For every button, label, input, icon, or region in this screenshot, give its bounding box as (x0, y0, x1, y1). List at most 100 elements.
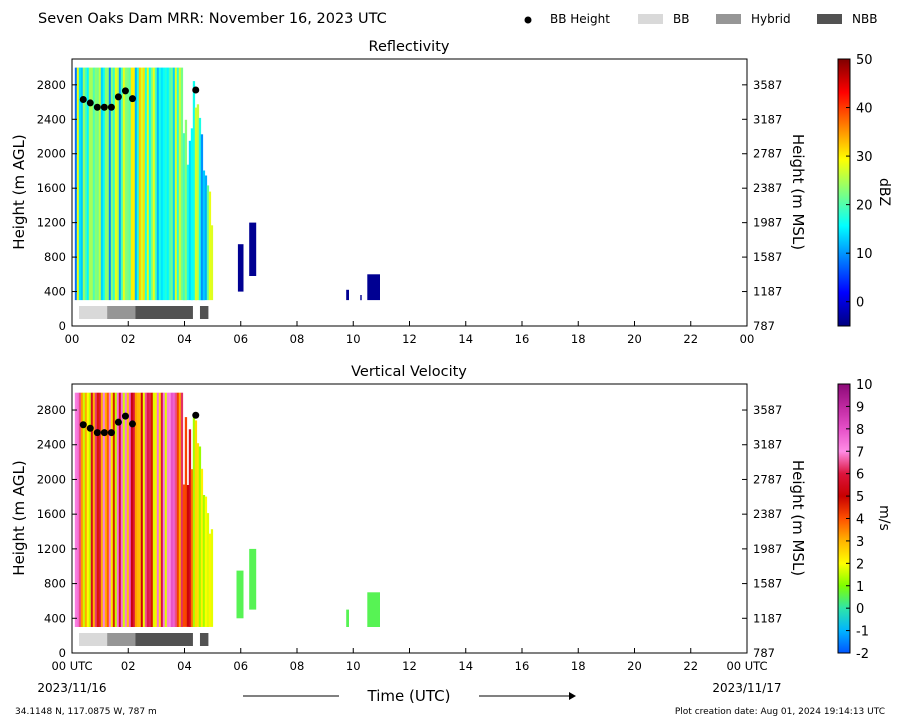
bb-height-point (128, 420, 136, 428)
echo-column (186, 485, 190, 627)
y-tick-label: 1200 (37, 216, 66, 230)
echo-column (110, 67, 114, 301)
echo-column (208, 191, 212, 301)
echo-column (206, 513, 210, 627)
y-tick-label: 800 (44, 577, 66, 591)
echo-column (90, 67, 94, 301)
echo-column (76, 67, 80, 301)
x-tick-label: 00 (740, 332, 755, 346)
echo-column (134, 67, 138, 301)
y-tick-label-right: 1987 (753, 542, 782, 556)
echo-column (98, 67, 102, 301)
echo-column (86, 67, 90, 301)
echo-column (80, 392, 84, 627)
colorbar (837, 58, 851, 327)
echo-column (128, 392, 132, 627)
echo-column (74, 392, 78, 627)
echo-column (114, 392, 118, 627)
echo-column (104, 392, 108, 627)
x-tick-label: 06 (233, 659, 248, 673)
echo-column (182, 484, 186, 627)
echo-column (166, 392, 170, 627)
velocity-ylabel-right: Height (m MSL) (789, 460, 807, 576)
echo-column (108, 392, 112, 627)
x-tick-label: 12 (402, 332, 417, 346)
echo-column (188, 140, 192, 301)
colorbar-tick-label: 0 (856, 296, 864, 311)
x-tick-label: 04 (177, 659, 192, 673)
echo-column (176, 392, 180, 627)
velocity-ylabel-left: Height (m AGL) (10, 460, 28, 575)
bb-height-point (100, 429, 108, 437)
legend-bb-height-marker (524, 16, 532, 24)
figure-legend: BB Height BB Hybrid NBB (524, 12, 877, 26)
x-tick-label: 20 (627, 332, 642, 346)
echo-column (134, 392, 138, 627)
start-date-label: 2023/11/16 (37, 681, 106, 695)
y-tick-label-right: 2387 (753, 181, 782, 195)
echo-column (130, 392, 134, 627)
echo-field (74, 67, 380, 301)
y-tick-label: 2800 (37, 403, 66, 417)
echo-column (148, 392, 152, 627)
echo-column (204, 175, 208, 301)
echo-column (120, 392, 124, 627)
echo-column (178, 392, 182, 627)
colorbar-tick-label: 30 (856, 150, 873, 165)
x-tick-label: 00 UTC (726, 659, 767, 673)
echo-column (100, 392, 104, 627)
echo-column (122, 67, 126, 301)
x-tick-label: 18 (571, 332, 586, 346)
x-tick-label: 10 (346, 332, 361, 346)
echo-column (172, 67, 176, 301)
echo-column (208, 533, 212, 627)
echo-column (90, 392, 94, 627)
echo-column (180, 392, 184, 627)
echo-column (164, 67, 168, 301)
echo-column (154, 67, 158, 301)
y-tick-label: 400 (44, 285, 66, 299)
colorbar-tick-label: 1 (856, 580, 864, 595)
echo-column (194, 107, 198, 301)
echo-column (210, 225, 214, 301)
x-tick-label: 08 (290, 659, 305, 673)
x-tick-label: 16 (515, 659, 530, 673)
velocity-colorbar-label: m/s (876, 505, 892, 531)
x-tick-label: 14 (458, 659, 473, 673)
echo-patch (249, 548, 257, 610)
echo-column (146, 392, 150, 627)
echo-column (118, 67, 122, 301)
echo-column (192, 81, 196, 301)
echo-column (132, 67, 136, 301)
echo-column (92, 392, 96, 627)
legend-bb-height-label: BB Height (550, 12, 610, 26)
colorbar-tick-label: 20 (856, 199, 873, 214)
echo-patch (249, 222, 257, 276)
echo-column (150, 392, 154, 627)
echo-column (204, 496, 208, 627)
y-tick-label-right: 1187 (753, 611, 782, 625)
echo-column (162, 392, 166, 627)
x-tick-label: 10 (346, 659, 361, 673)
echo-column (100, 67, 104, 301)
echo-column (110, 392, 114, 627)
echo-column (200, 134, 204, 301)
echo-column (102, 67, 106, 301)
bb-height-point (107, 429, 115, 437)
echo-column (156, 67, 160, 301)
echo-column (182, 133, 186, 301)
echo-column (160, 67, 164, 301)
echo-column (78, 392, 82, 627)
echo-column (166, 67, 170, 301)
reflectivity-title: Reflectivity (369, 39, 450, 55)
colorbar-tick-label: 6 (856, 468, 864, 483)
echo-column (124, 67, 128, 301)
colorbar-tick-label: -2 (856, 647, 869, 662)
echo-column (88, 67, 92, 301)
echo-column (120, 67, 124, 301)
x-tick-label: 06 (233, 332, 248, 346)
bb-type-segment (199, 633, 209, 646)
echo-column (118, 392, 122, 627)
y-tick-label-right: 3587 (753, 78, 782, 92)
bb-height-point (192, 411, 200, 419)
